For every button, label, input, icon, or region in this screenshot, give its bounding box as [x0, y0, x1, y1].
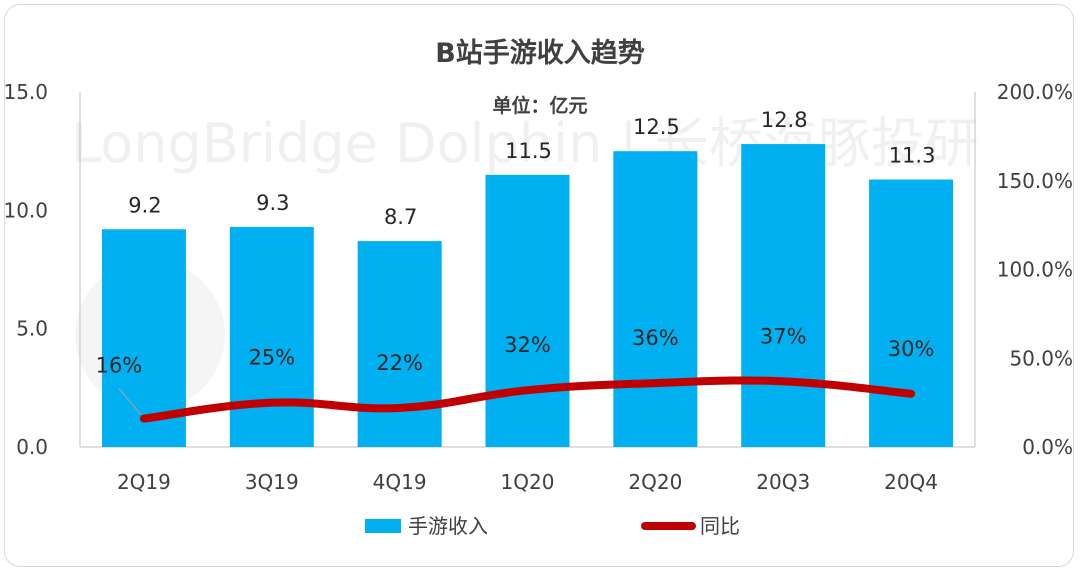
y2-tick-label: 100.0%: [997, 258, 1073, 282]
bar-series: [101, 144, 954, 448]
y2-tick-label: 50.0%: [1009, 346, 1073, 370]
x-tick-label: 20Q4: [884, 470, 938, 494]
bar-data-label: 8.7: [384, 205, 417, 229]
x-tick-label: 1Q20: [501, 470, 555, 494]
y-tick-label: 5.0: [16, 317, 48, 341]
bar: [357, 241, 442, 447]
bar-data-label: 12.5: [633, 115, 680, 139]
line-series: [139, 376, 916, 423]
bar: [741, 144, 826, 448]
y-tick-labels: 0.0 5.0 10.0 15.0: [3, 80, 48, 459]
chart-frame: [4, 4, 1074, 567]
y-tick-label: 10.0: [3, 198, 48, 222]
bar-data-label: 11.3: [889, 144, 936, 168]
line-data-label: 32%: [504, 333, 551, 357]
bar-data-label: 12.8: [761, 108, 808, 132]
legend-label-line: 同比: [700, 514, 740, 538]
x-tick-labels: 2Q19 3Q19 4Q19 1Q20 2Q20 20Q3 20Q4: [117, 470, 938, 494]
y-tick-label: 0.0: [16, 435, 48, 459]
legend-swatch-bar: [365, 519, 401, 533]
x-tick-label: 2Q19: [117, 470, 171, 494]
y2-tick-labels: 0.0% 50.0% 100.0% 150.0% 200.0%: [997, 80, 1073, 459]
bar-data-label: 9.2: [128, 193, 161, 217]
line-data-label: 25%: [248, 346, 295, 370]
y-tick-label: 15.0: [3, 80, 48, 104]
yoy-line: [139, 376, 916, 423]
bar-data-label: 11.5: [505, 139, 552, 163]
bar: [869, 179, 954, 448]
legend: 手游收入 同比: [365, 514, 740, 538]
line-data-label: 16%: [96, 354, 143, 378]
x-tick-label: 20Q3: [756, 470, 810, 494]
x-tick-label: 4Q19: [373, 470, 427, 494]
x-tick-label: 3Q19: [245, 470, 299, 494]
x-tick-label: 2Q20: [628, 470, 682, 494]
line-data-label: 22%: [376, 351, 423, 375]
line-data-label: 37%: [760, 324, 807, 348]
y2-tick-label: 200.0%: [997, 80, 1073, 104]
legend-label-bar: 手游收入: [408, 514, 488, 538]
label-leader-line: [118, 388, 142, 415]
chart-title: B站手游收入趋势: [435, 38, 645, 69]
bar: [613, 151, 698, 447]
y2-tick-label: 0.0%: [1022, 435, 1073, 459]
bar-data-label: 9.3: [256, 191, 289, 215]
bar: [485, 174, 570, 448]
line-data-label: 36%: [632, 326, 679, 350]
bar: [229, 226, 314, 447]
chart-subtitle: 单位：亿元: [492, 94, 587, 117]
y2-tick-label: 150.0%: [997, 169, 1073, 193]
line-data-label: 30%: [888, 337, 935, 361]
watermark: LongBridge Dolphin | 长桥海豚投研: [71, 112, 979, 175]
bar-labels: 9.2 9.3 8.7 11.5 12.5 12.8 11.3: [128, 108, 935, 229]
line-labels: 16% 25% 22% 32% 36% 37% 30%: [96, 324, 935, 415]
